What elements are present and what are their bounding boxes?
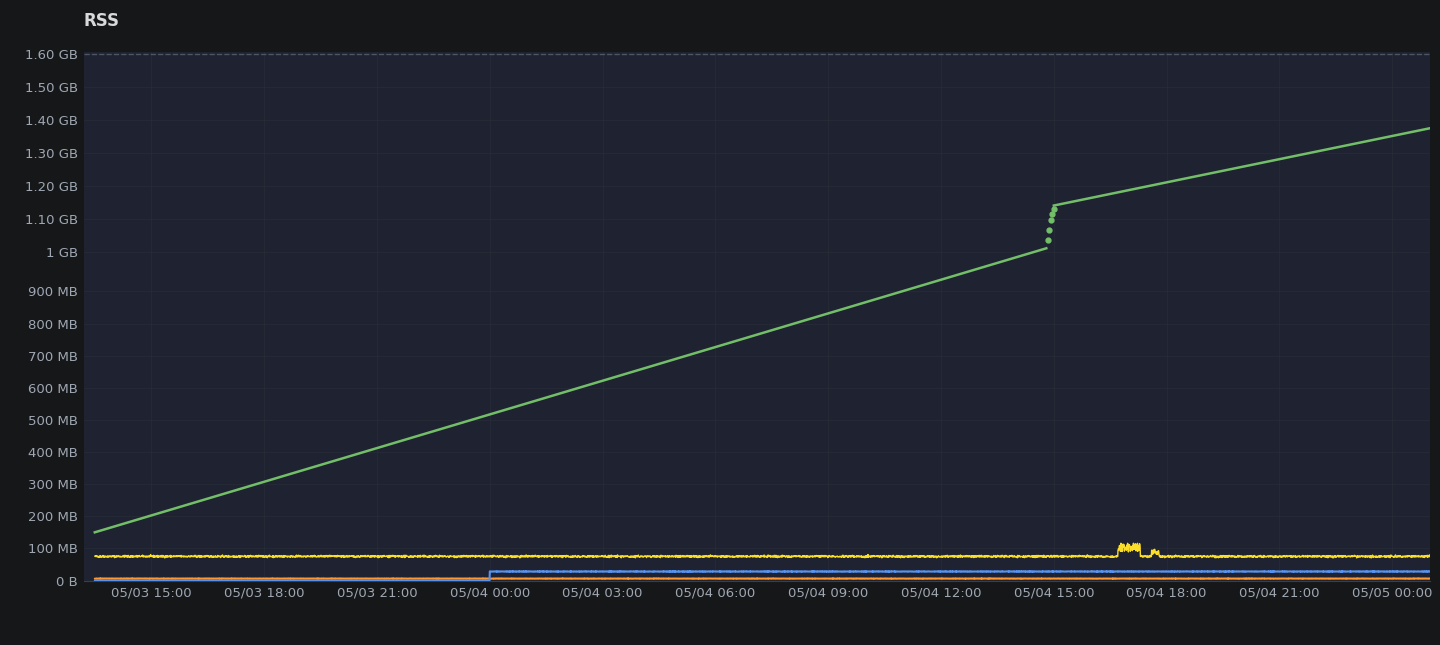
Text: RSS: RSS	[84, 12, 120, 30]
